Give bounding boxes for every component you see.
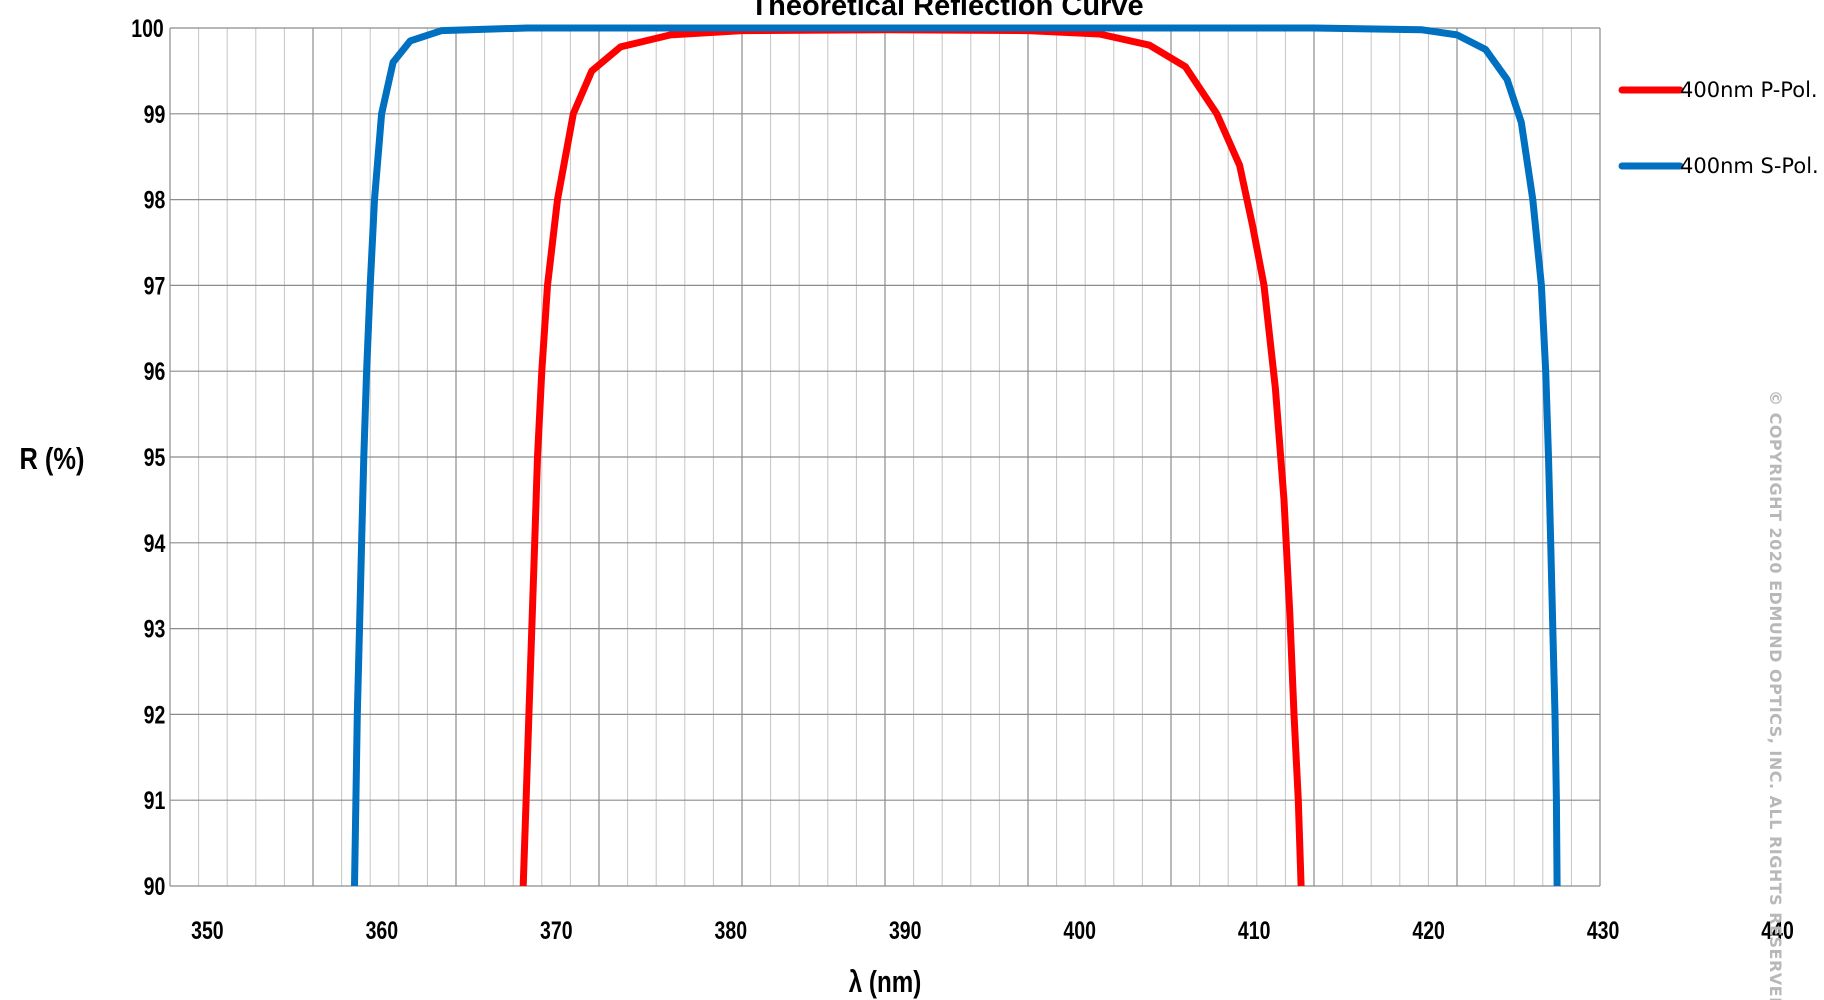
y-tick-label: 99 [144,100,166,128]
series-layer [351,24,1561,887]
x-tick-label: 430 [1587,917,1620,945]
x-tick-label: 420 [1412,917,1445,945]
series-line-p-pol [519,26,1305,887]
y-tick-label: 97 [144,272,166,300]
major-grid [169,27,1601,887]
y-tick-label: 91 [144,787,166,815]
chart-title: Theoretical Reflection Curve [750,0,1143,22]
x-tick-label: 400 [1063,917,1096,945]
x-tick-label: 410 [1238,917,1271,945]
series-line-s-pol [351,24,1561,887]
legend-label: 400nm S-Pol. [1680,154,1819,178]
y-tick-label: 98 [144,186,166,214]
y-tick-label: 96 [144,358,166,386]
x-tick-label: 360 [366,917,399,945]
copyright-notice: © COPYRIGHT 2020 EDMUND OPTICS, INC. ALL… [1766,390,1785,1000]
y-tick-label: 90 [144,873,166,901]
y-axis-title: R (%) [20,442,85,477]
legend: 400nm P-Pol. 400nm S-Pol. [1618,78,1819,178]
y-tick-label: 94 [144,529,166,557]
x-tick-label: 390 [889,917,922,945]
x-tick-label: 350 [191,917,224,945]
y-tick-label: 93 [144,615,166,643]
x-axis-title: λ (nm) [849,964,921,999]
x-tick-label: 370 [540,917,573,945]
legend-label: 400nm P-Pol. [1680,78,1818,102]
x-tick-label: 440 [1761,917,1794,945]
x-tick-label: 380 [715,917,748,945]
tick-labels: 3503603703803904004104204304404509091929… [131,15,1794,945]
y-tick-label: 92 [144,701,166,729]
y-tick-label: 100 [131,15,164,43]
y-tick-label: 95 [144,444,166,472]
